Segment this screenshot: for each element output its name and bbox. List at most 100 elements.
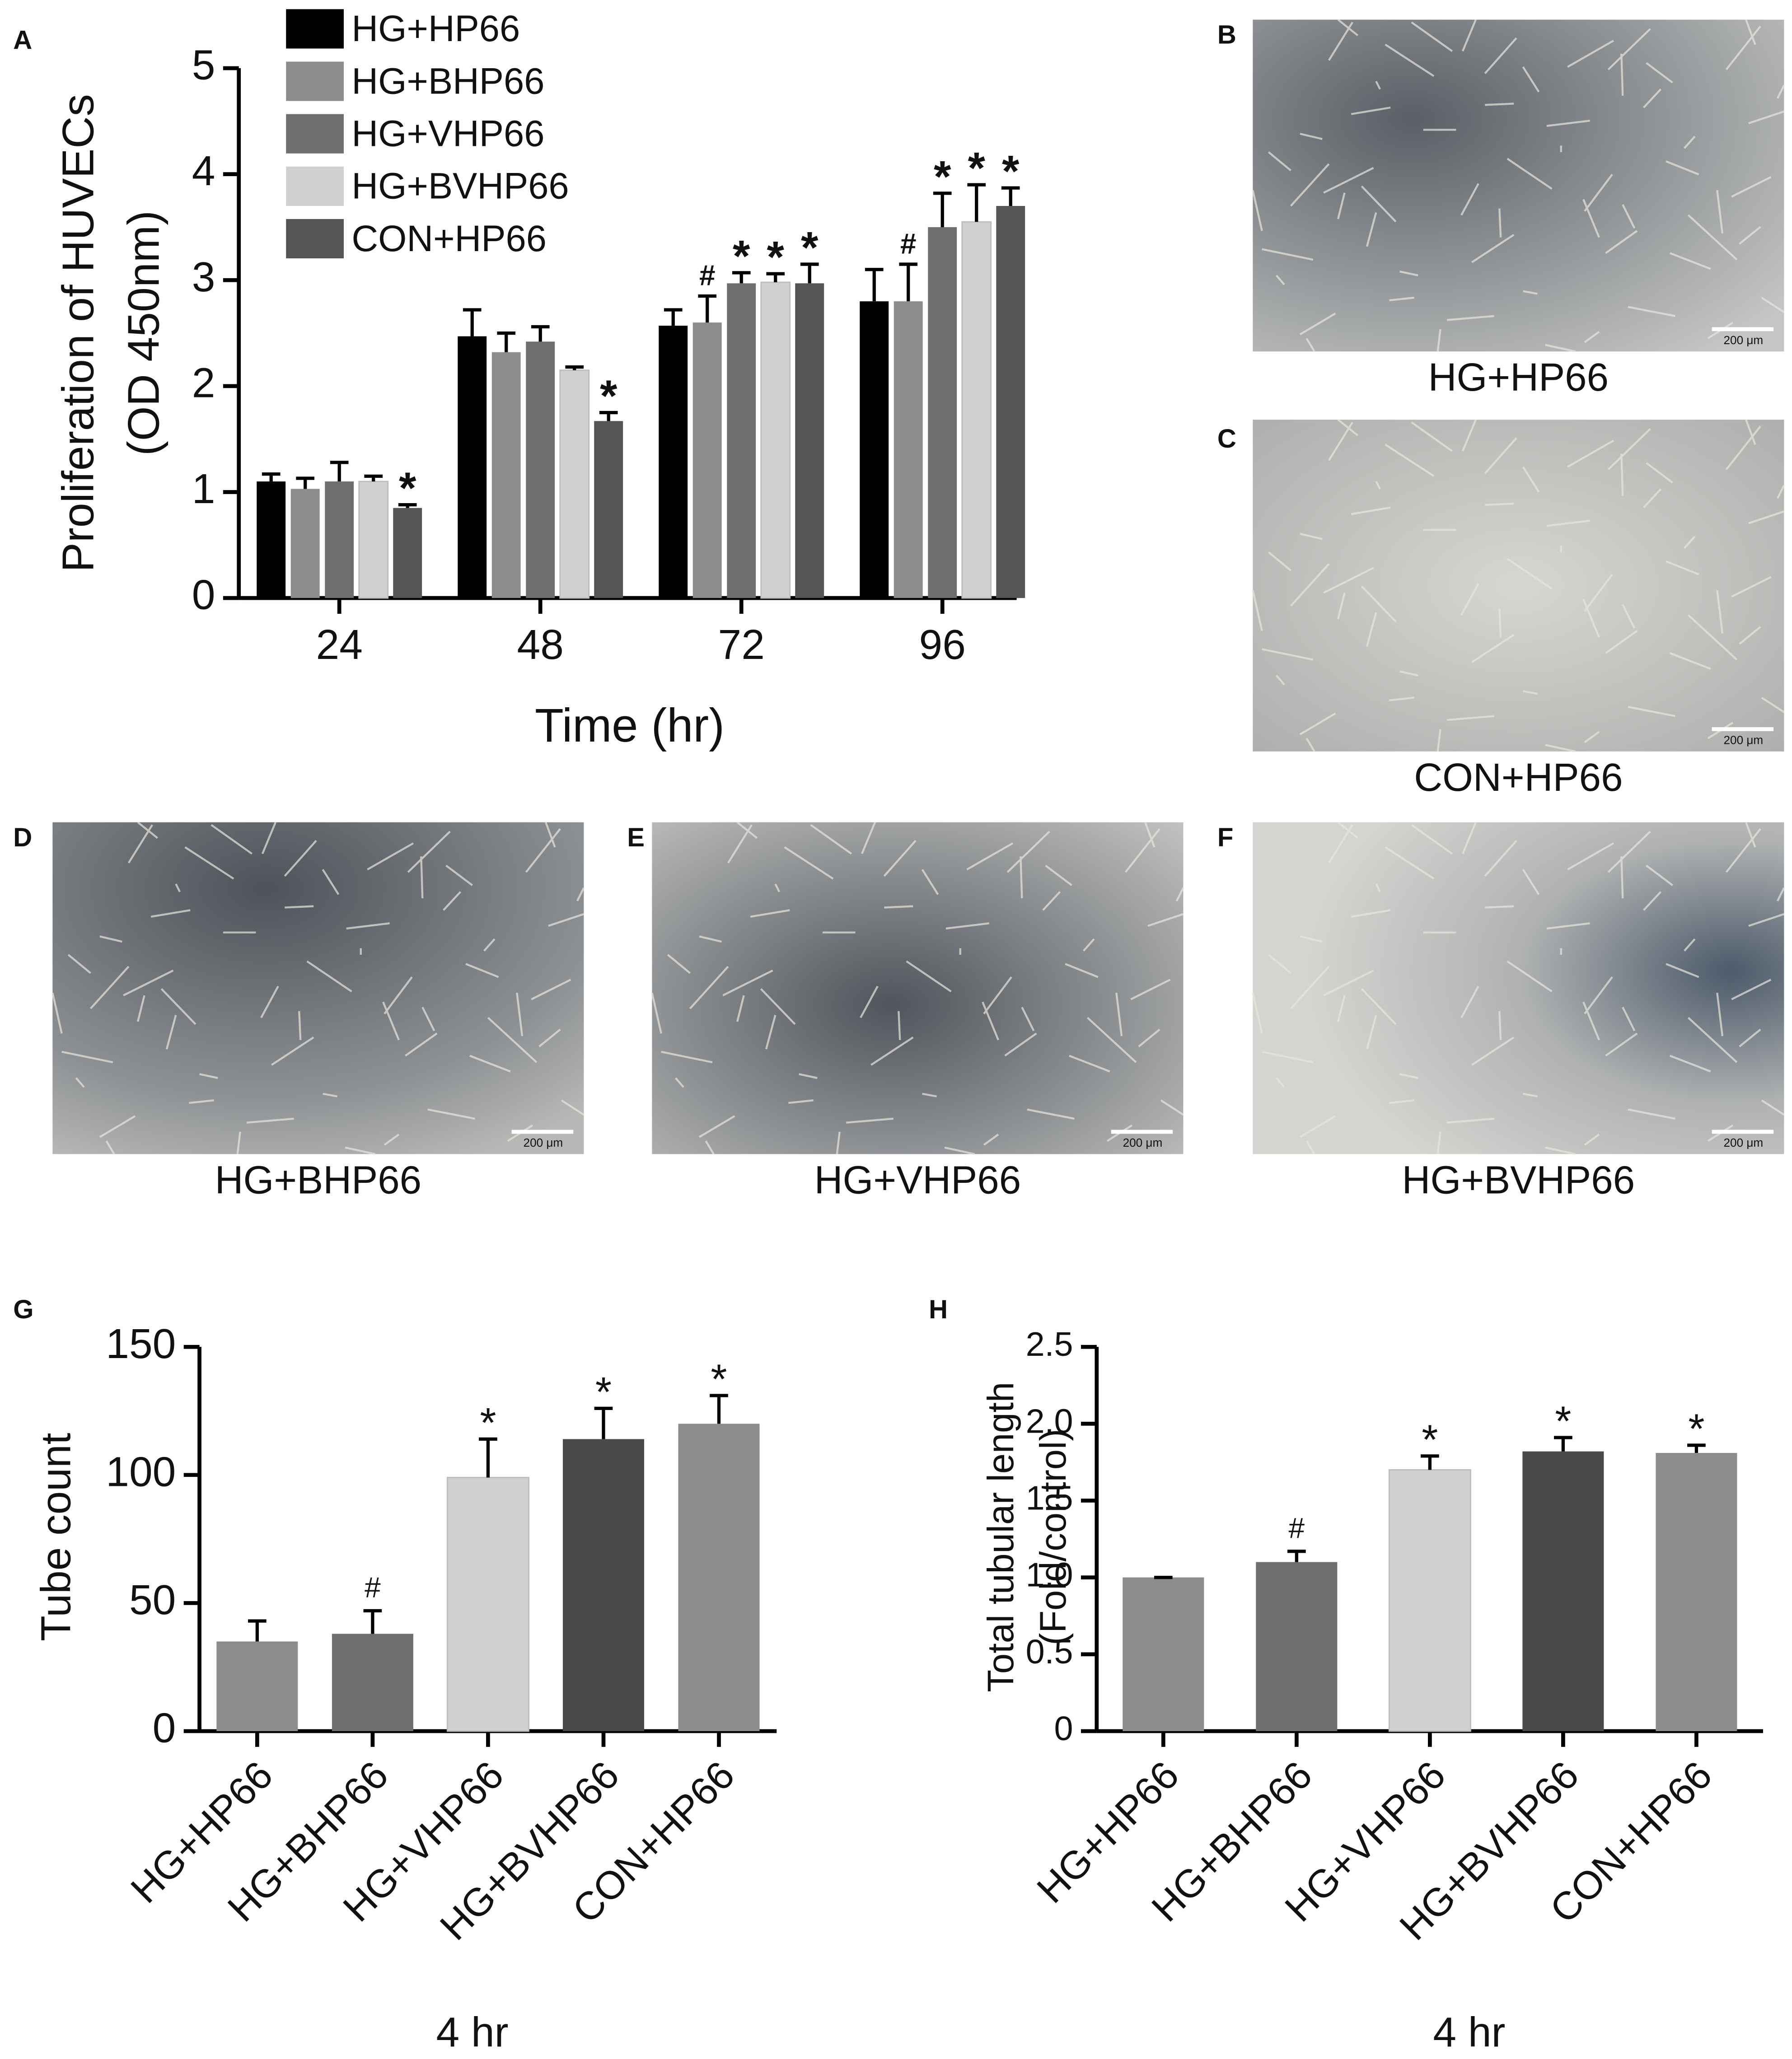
significance-marker: * — [600, 371, 618, 421]
bar — [458, 336, 487, 598]
y-tick-label: 150 — [106, 1320, 176, 1367]
micrograph — [1253, 19, 1784, 352]
bar — [894, 301, 923, 598]
scale-label: 200 μm — [1724, 733, 1764, 747]
y-tick-label: 1 — [192, 465, 215, 512]
legend-swatch — [286, 114, 344, 154]
significance-marker: * — [711, 1356, 727, 1403]
legend-swatch — [286, 219, 344, 259]
significance-marker: * — [767, 232, 785, 282]
panel-letter: B — [1217, 20, 1236, 50]
y-tick-label: 5 — [192, 42, 215, 89]
bar — [961, 221, 992, 599]
bar — [760, 281, 791, 599]
bar — [1388, 1469, 1471, 1732]
bar — [1656, 1453, 1737, 1732]
significance-marker: * — [1555, 1398, 1571, 1445]
bar — [659, 326, 688, 598]
y-tick-label: 2 — [192, 359, 215, 406]
significance-marker: * — [1688, 1405, 1704, 1452]
significance-marker: * — [1422, 1416, 1438, 1463]
bar — [562, 1439, 644, 1732]
bar — [1522, 1451, 1604, 1732]
bar — [332, 1634, 413, 1732]
x-tick-label: 24 — [316, 621, 363, 668]
legend-label: HG+BVHP66 — [351, 166, 569, 207]
y-tick-label: 1.5 — [1026, 1479, 1073, 1517]
bar — [727, 283, 756, 598]
significance-marker: * — [968, 143, 986, 193]
significance-marker: * — [733, 231, 750, 281]
x-tick-label: 72 — [718, 621, 765, 668]
x-axis-label: 4 hr — [436, 2008, 509, 2055]
y-tick-label: 100 — [106, 1448, 176, 1495]
y-tick-label: 2.5 — [1026, 1325, 1073, 1363]
y-axis-label: (OD 450nm) — [118, 210, 168, 456]
scale-label: 200 μm — [1724, 333, 1764, 347]
bar — [1256, 1562, 1338, 1732]
legend-swatch — [286, 166, 344, 206]
x-axis-label: 4 hr — [1433, 2008, 1505, 2055]
panel-letter: H — [929, 1295, 948, 1324]
panel-letter: A — [13, 25, 32, 55]
bar — [1123, 1577, 1204, 1732]
significance-marker: # — [365, 1571, 381, 1604]
bar — [290, 489, 320, 598]
significance-marker: * — [480, 1399, 496, 1446]
significance-marker: * — [595, 1368, 612, 1415]
y-axis-label: Total tubular length — [980, 1382, 1021, 1692]
y-tick-label: 4 — [192, 147, 215, 194]
image-caption: HG+VHP66 — [814, 1158, 1021, 1202]
significance-marker: * — [934, 152, 951, 201]
bar — [860, 301, 889, 598]
panel-letter: C — [1217, 424, 1236, 453]
y-tick-label: 2.0 — [1026, 1402, 1073, 1440]
bar — [559, 369, 590, 599]
legend-swatch — [286, 61, 344, 101]
bar — [928, 227, 957, 598]
bar — [393, 508, 422, 598]
bar — [358, 481, 389, 599]
y-tick-label: 50 — [129, 1576, 176, 1623]
legend-label: HG+VHP66 — [351, 113, 544, 154]
micrograph — [1253, 420, 1784, 752]
bar — [446, 1477, 529, 1732]
panel-letter: D — [13, 823, 32, 852]
bar — [526, 341, 555, 598]
bar — [594, 421, 623, 598]
x-tick-label: 48 — [517, 621, 564, 668]
panel-letter: E — [627, 823, 645, 852]
bar — [257, 481, 286, 598]
legend-swatch — [286, 9, 344, 49]
y-axis-label: Tube count — [32, 1433, 79, 1641]
micrograph — [1253, 822, 1784, 1154]
micrograph — [52, 822, 584, 1154]
significance-marker: * — [801, 223, 819, 272]
legend-label: CON+HP66 — [351, 218, 547, 259]
panel-letter: G — [13, 1295, 33, 1324]
significance-marker: # — [1289, 1512, 1305, 1544]
image-caption: HG+BHP66 — [215, 1158, 422, 1202]
y-tick-label: 0 — [153, 1704, 176, 1751]
image-caption: HG+HP66 — [1428, 355, 1609, 399]
scale-label: 200 μm — [1123, 1136, 1163, 1149]
x-tick-label: 96 — [919, 621, 966, 668]
y-tick-label: 0 — [1054, 1709, 1073, 1747]
bar — [795, 283, 824, 598]
significance-marker: * — [399, 463, 416, 513]
bar — [692, 322, 722, 598]
significance-marker: * — [1002, 146, 1020, 196]
bar — [491, 352, 521, 598]
y-tick-label: 0.5 — [1026, 1633, 1073, 1671]
bar — [996, 206, 1025, 598]
y-axis-label: (Fold/control) — [1033, 1429, 1074, 1645]
legend-label: HG+HP66 — [351, 8, 520, 49]
panel-letter: F — [1217, 823, 1233, 852]
image-caption: HG+BVHP66 — [1402, 1158, 1635, 1202]
bar — [325, 481, 354, 598]
y-axis-label: Proliferation of HUVECs — [53, 94, 103, 572]
bar — [216, 1641, 298, 1732]
legend-label: HG+BHP66 — [351, 61, 544, 102]
